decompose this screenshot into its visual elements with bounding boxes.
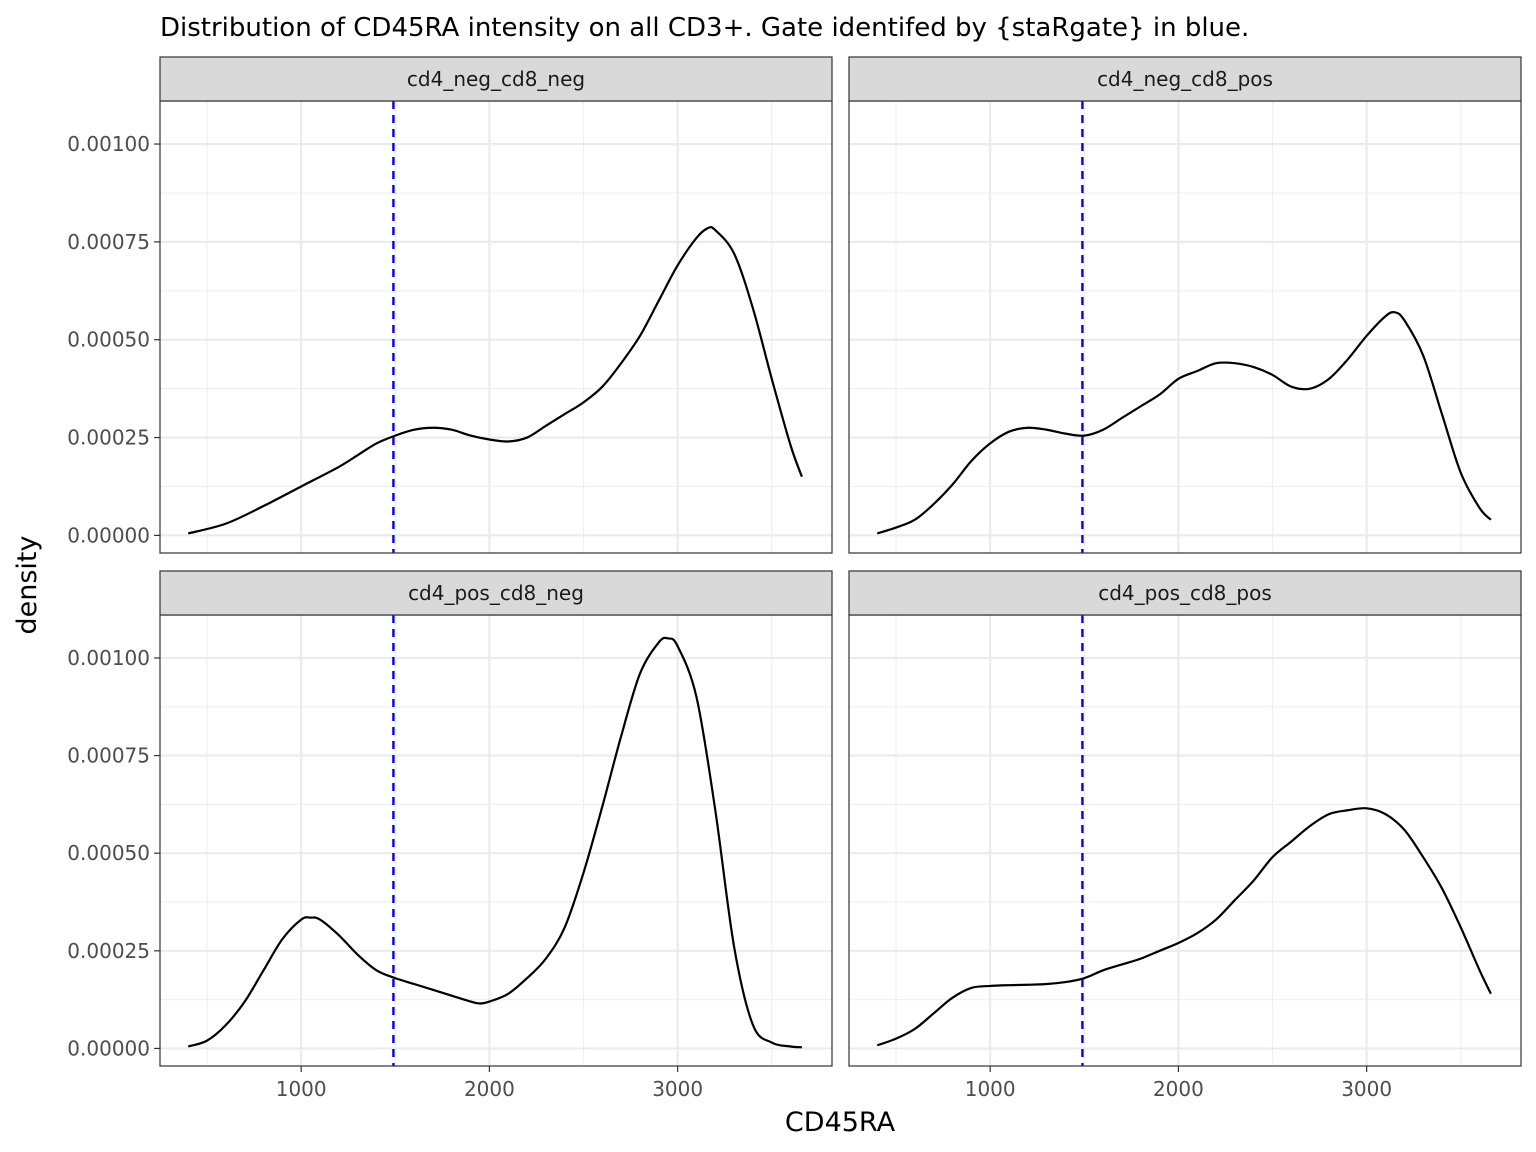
- facet-panel-cd4_pos_cd8_neg: cd4_pos_cd8_neg: [154, 570, 833, 1072]
- y-tick-labels: 0.00000 0.00025 0.00050 0.00075 0.00100 0.000…: [67, 132, 150, 1060]
- facet-strip-label: cd4_neg_cd8_pos: [1097, 67, 1273, 91]
- panel-background: [160, 101, 832, 553]
- facet-panel-cd4_neg_cd8_pos: cd4_neg_cd8_pos: [848, 56, 1522, 554]
- chart-title: Distribution of CD45RA intensity on all …: [160, 13, 1249, 43]
- y-tick-label: 0.00100: [67, 132, 150, 156]
- facet-strip-label: cd4_neg_cd8_neg: [407, 67, 585, 91]
- x-tick-label: 1000: [965, 1077, 1016, 1101]
- facet-panel-cd4_pos_cd8_pos: cd4_pos_cd8_pos: [848, 570, 1522, 1072]
- x-axis-title: CD45RA: [785, 1107, 896, 1138]
- y-tick-label: 0.00050: [67, 328, 150, 352]
- y-tick-label: 0.00100: [67, 646, 150, 670]
- x-tick-label: 3000: [1341, 1077, 1392, 1101]
- panel-background: [849, 101, 1521, 553]
- facet-panels: cd4_neg_cd8_neg cd4_neg_cd8_pos cd4_pos_cd…: [154, 56, 1522, 1072]
- y-tick-label: 0.00025: [67, 426, 150, 450]
- density-curve: [187, 225, 803, 535]
- facet-strip-label: cd4_pos_cd8_pos: [1098, 581, 1272, 605]
- facet-strip: [848, 570, 1522, 616]
- panel-background: [849, 615, 1521, 1066]
- y-tick-label: 0.00000: [67, 523, 150, 547]
- density-curve: [187, 636, 802, 1049]
- facet-strip-label: cd4_pos_cd8_neg: [408, 581, 584, 605]
- y-tick-label: 0.00050: [67, 841, 150, 865]
- x-tick-label: 3000: [652, 1077, 703, 1101]
- facet-strip: [159, 56, 833, 102]
- y-tick-label: 0.00075: [67, 744, 150, 768]
- x-tick-label: 2000: [1153, 1077, 1204, 1101]
- facet-panel-cd4_neg_cd8_neg: cd4_neg_cd8_neg: [154, 56, 833, 554]
- x-tick-label: 2000: [464, 1077, 515, 1101]
- density-curve: [876, 311, 1492, 535]
- density-curve: [876, 807, 1492, 1047]
- x-tick-label: 1000: [276, 1077, 327, 1101]
- facet-strip: [159, 570, 833, 616]
- facet-strip: [848, 56, 1522, 102]
- y-tick-label: 0.00025: [67, 939, 150, 963]
- x-tick-labels: 1000 2000 3000 1000 2000 3000: [276, 1077, 1392, 1101]
- y-tick-label: 0.00000: [67, 1036, 150, 1060]
- y-axis-title: density: [12, 535, 43, 634]
- y-tick-label: 0.00075: [67, 230, 150, 254]
